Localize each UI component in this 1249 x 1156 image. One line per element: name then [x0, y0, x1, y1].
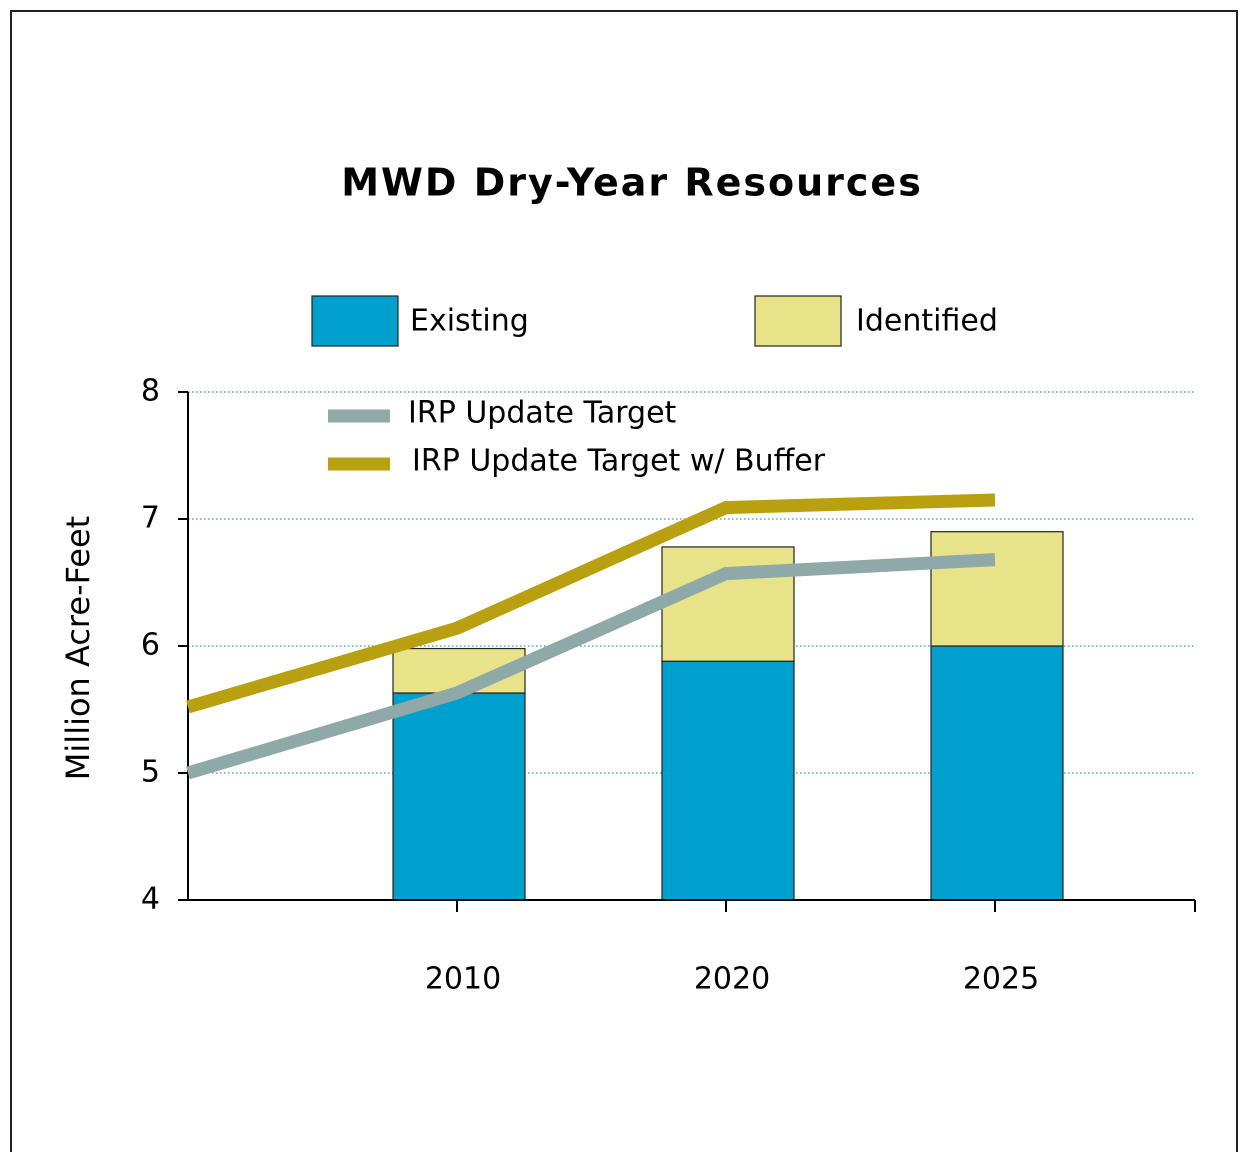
bar	[661, 660, 795, 901]
bar	[930, 531, 1064, 647]
bar	[930, 645, 1064, 901]
line	[186, 493, 996, 714]
legend-label: Existing	[410, 304, 529, 339]
y-tick-label: 7	[141, 501, 160, 536]
x-tick-label: 2025	[963, 962, 1039, 997]
legend-label: Identified	[856, 304, 998, 339]
y-tick-label: 4	[141, 882, 160, 917]
y-tick-label: 8	[141, 374, 160, 409]
x-tick-label: 2010	[425, 962, 501, 997]
y-axis-label: Million Acre-Feet	[59, 516, 97, 780]
legend-label: IRP Update Target	[408, 396, 677, 431]
x-tick-label: 2020	[694, 962, 770, 997]
frame	[10, 10, 1238, 1156]
bar	[392, 692, 526, 901]
legend-swatch	[754, 295, 842, 347]
line	[186, 553, 996, 780]
y-tick-label: 5	[141, 755, 160, 790]
bar	[661, 546, 795, 662]
chart-title: MWD Dry-Year Resources	[341, 161, 923, 205]
y-tick-label: 6	[141, 628, 160, 663]
legend-label: IRP Update Target w/ Buffer	[412, 444, 826, 479]
legend-swatch	[311, 295, 399, 347]
